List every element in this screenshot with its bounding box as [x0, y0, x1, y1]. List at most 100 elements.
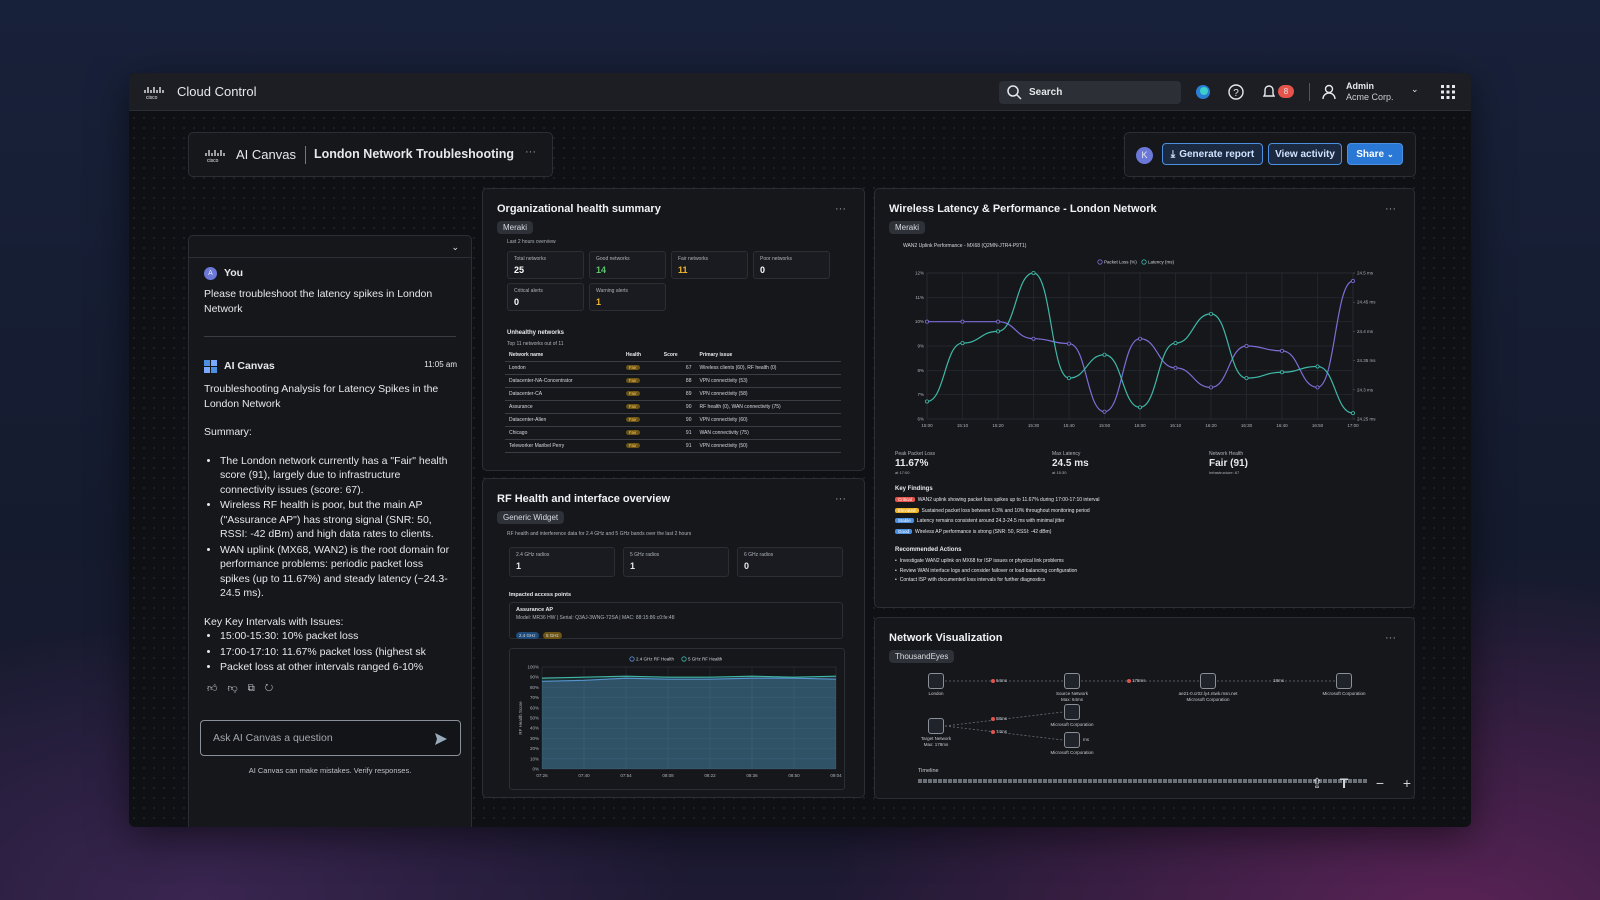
svg-text:cisco: cisco [207, 158, 219, 163]
y-tick-label: 0% [532, 767, 539, 772]
assistant-icon[interactable] [1195, 84, 1211, 100]
x-tick-label: 17:00 [1347, 423, 1359, 428]
share-button[interactable]: Share ⌄ [1347, 143, 1403, 165]
widget-menu[interactable]: ··· [835, 203, 846, 215]
table-row: Datacenter-CA Fair 89 VPN connectivity (58) [505, 387, 841, 401]
x-tick-label: 07:40 [578, 773, 590, 778]
disclaimer: AI Canvas can make mistakes. Verify resp… [248, 766, 412, 775]
column-header: Network name [505, 349, 622, 362]
export-button[interactable]: ⇪ [1311, 774, 1323, 791]
stat-label: Max Latency [1052, 451, 1081, 457]
zoom-out-button[interactable]: − [1375, 775, 1385, 791]
finding: Good Wireless AP performance is strong (S… [895, 527, 1100, 538]
y-tick-label: 11% [915, 295, 924, 300]
node-icon [1336, 673, 1352, 689]
stat-note: at 17:00 [895, 470, 910, 475]
x-tick-label: 16:50 [1312, 423, 1324, 428]
stat-card: Critical alerts 0 [507, 283, 584, 311]
table-cell: Datacenter-Allen [505, 413, 622, 427]
help-icon[interactable]: ? [1228, 84, 1244, 100]
text-tool-button[interactable]: T [1339, 775, 1349, 791]
findings-list: Critical WAN2 uplink showing packet loss … [895, 495, 1100, 537]
widget-title: Organizational health summary [497, 203, 661, 215]
node-icon [1064, 704, 1080, 720]
section-title: Impacted access points [509, 592, 572, 598]
bell-icon[interactable] [1261, 84, 1277, 100]
table-header-row: Network name Health Score Primary issue [505, 349, 841, 362]
widget-menu[interactable]: ··· [1385, 632, 1396, 644]
button-label: Generate report [1179, 148, 1255, 160]
widget-description: RF health and interference data for 2.4 … [507, 531, 692, 537]
y2-tick-label: 24.45 ms [1357, 300, 1376, 305]
canvas-toolbar: ⇪ T − + [1305, 769, 1423, 797]
apps-icon[interactable] [1440, 84, 1456, 100]
x-tick-label: 16:20 [1205, 423, 1217, 428]
table-cell: VPN connectivity (50) [695, 439, 841, 453]
x-tick-label: 07:26 [536, 773, 548, 778]
table-cell: VPN connectivity (53) [695, 374, 841, 388]
generate-report-button[interactable]: ⤓ Generate report [1162, 143, 1263, 165]
stat-value: 24.5 ms [1052, 458, 1089, 469]
band-tag: 2.4 GHz [516, 632, 539, 639]
search-icon [1007, 85, 1022, 100]
y-tick-label: 7% [917, 392, 924, 397]
send-button[interactable] [434, 732, 448, 746]
canvas-title: London Network Troubleshooting [314, 147, 514, 161]
data-point [1350, 411, 1355, 416]
network-links [944, 679, 1335, 741]
node-label: Target Network [920, 736, 952, 741]
chart-title: WAN2 Uplink Performance - MX68 (Q2MN-JTR… [903, 243, 1027, 249]
table-cell: Datacenter-NA-Concentrator [505, 374, 622, 388]
network-widget: Network Visualization ··· ThousandEyes T… [874, 617, 1415, 799]
table-cell: Wireless clients (60), RF health (0) [695, 361, 841, 375]
node-label: Microsoft Corporation [1050, 750, 1094, 755]
table-cell: VPN connectivity (58) [695, 387, 841, 401]
edge-label: 18ms [1273, 678, 1285, 683]
feedback-actions[interactable]: 👍︎👎︎⧉↻ [207, 683, 284, 694]
summary-stat: Peak Packet Loss 11.67% at 17:00 [895, 451, 1045, 475]
x-tick-label: 15:50 [1099, 423, 1111, 428]
node-sublabel: Max: 178ms [923, 742, 949, 747]
svg-text:?: ? [1233, 88, 1239, 99]
data-point [1031, 336, 1036, 341]
widget-menu[interactable]: ··· [835, 493, 846, 505]
widget-menu[interactable]: ··· [1385, 203, 1396, 215]
series-line [541, 675, 837, 679]
edge-label: 178ms [1132, 678, 1146, 683]
user-name[interactable]: Admin [1346, 81, 1374, 91]
view-activity-button[interactable]: View activity [1268, 143, 1342, 165]
x-tick-label: 08:36 [746, 773, 758, 778]
x-tick-label: 09:04 [830, 773, 842, 778]
stat-card: Total networks 25 [507, 251, 584, 279]
legend-label: Packet Loss (%) [1104, 260, 1137, 265]
data-point [1066, 376, 1071, 381]
node-label: Source Network [1055, 691, 1088, 696]
chat-input[interactable]: Ask AI Canvas a question [200, 720, 461, 756]
finding: Elevated Sustained packet loss between 6.… [895, 506, 1100, 517]
divider [1309, 83, 1310, 101]
table-cell: Teleworker Maribel Perry [505, 439, 622, 453]
x-tick-label: 16:40 [1276, 423, 1288, 428]
y-tick-label: 9% [917, 344, 924, 349]
severity-tag: Stable [895, 518, 914, 523]
interval-item: 17:00-17:10: 11.67% packet loss (highest… [220, 645, 454, 660]
divider [305, 146, 306, 164]
data-point [996, 319, 1001, 324]
column-header: Health [621, 349, 660, 362]
ai-name: AI Canvas [224, 360, 275, 372]
user-menu-caret[interactable]: ⌄ [1411, 84, 1419, 94]
caret: ⌄ [1387, 149, 1394, 159]
separator [204, 336, 456, 337]
y-tick-label: 70% [530, 695, 539, 700]
search-box[interactable]: Search [999, 81, 1181, 104]
zoom-in-button[interactable]: + [1402, 775, 1412, 791]
findings-title: Key Findings [895, 486, 933, 492]
collapse-toggle[interactable]: ⌄ [451, 242, 459, 252]
timeline-bar[interactable] [918, 779, 1367, 783]
org-health-widget: Organizational health summary ··· Meraki… [482, 188, 865, 471]
action-item: • Investigate WAN2 uplink on MX68 for ISP… [895, 557, 1077, 567]
column-header: Primary issue [695, 349, 841, 362]
source-tag: Generic Widget [497, 511, 565, 524]
more-menu[interactable]: ··· [525, 146, 536, 158]
source-tag: Meraki [889, 221, 926, 234]
